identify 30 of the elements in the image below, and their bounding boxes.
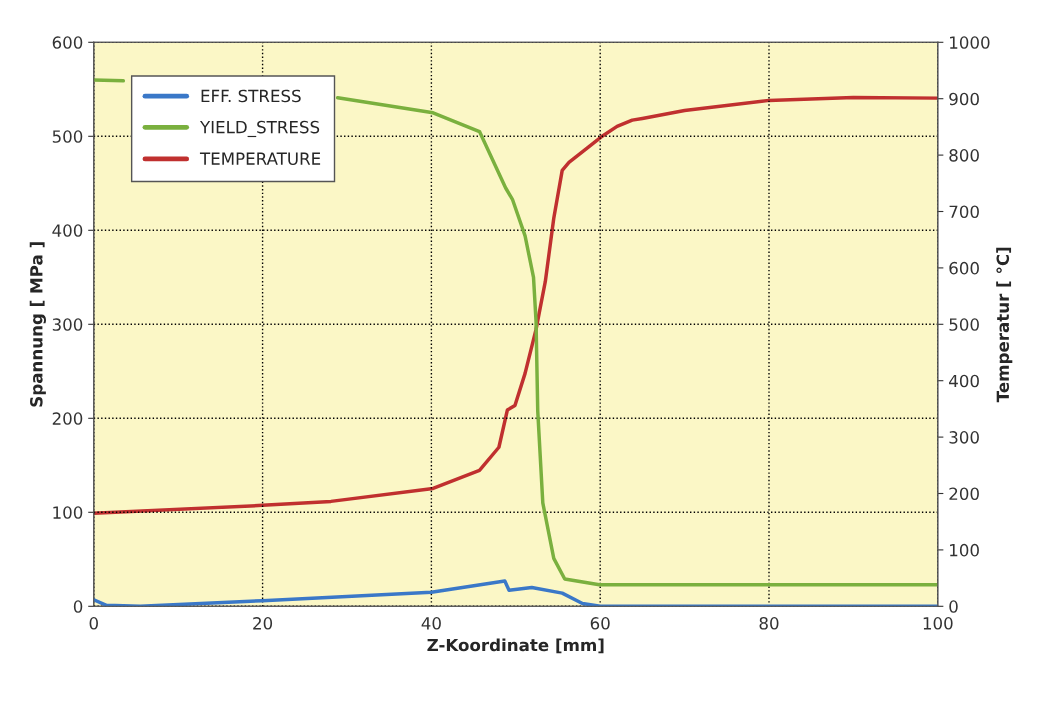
y-axis-title: Spannung [ MPa ]	[29, 242, 46, 407]
y2-tick-label: 700	[949, 205, 979, 219]
y2-tick-label: 1000	[950, 36, 990, 49]
x-tick-label: 100	[923, 617, 953, 630]
y-tick-label: 300	[52, 318, 83, 331]
x-tick-label: 20	[253, 617, 273, 630]
y2-tick-label: 900	[949, 92, 979, 106]
y-tick-label: 600	[52, 36, 83, 49]
x-tick-label: 60	[590, 617, 610, 630]
x-axis-title: Z-Koordinate [mm]	[427, 638, 604, 654]
legend-label: EFF. STRESS	[201, 89, 301, 103]
legend-label: YIELD_STRESS	[199, 120, 320, 138]
y-tick-label: 500	[52, 130, 83, 143]
y-tick-label: 400	[52, 224, 83, 237]
x-tick-label: 80	[759, 617, 779, 630]
y2-tick-label: 800	[949, 149, 979, 162]
x-tick-label: 40	[421, 617, 441, 630]
y2-axis-title: Temperatur [ °C]	[996, 247, 1013, 403]
y2-tick-label: 200	[949, 487, 979, 501]
y2-tick-label: 0	[949, 600, 958, 613]
y2-tick-label: 400	[949, 374, 979, 388]
y2-tick-label: 500	[949, 318, 979, 331]
y2-tick-label: 100	[950, 543, 979, 557]
y-tick-label: 200	[52, 412, 83, 425]
y-tick-label: 100	[53, 506, 83, 519]
y-tick-label: 0	[73, 600, 83, 613]
legend-label: TEMPERATURE	[199, 152, 321, 165]
y2-tick-label: 300	[949, 431, 979, 444]
y2-tick-label: 600	[949, 261, 979, 275]
x-tick-label: 0	[89, 617, 98, 630]
